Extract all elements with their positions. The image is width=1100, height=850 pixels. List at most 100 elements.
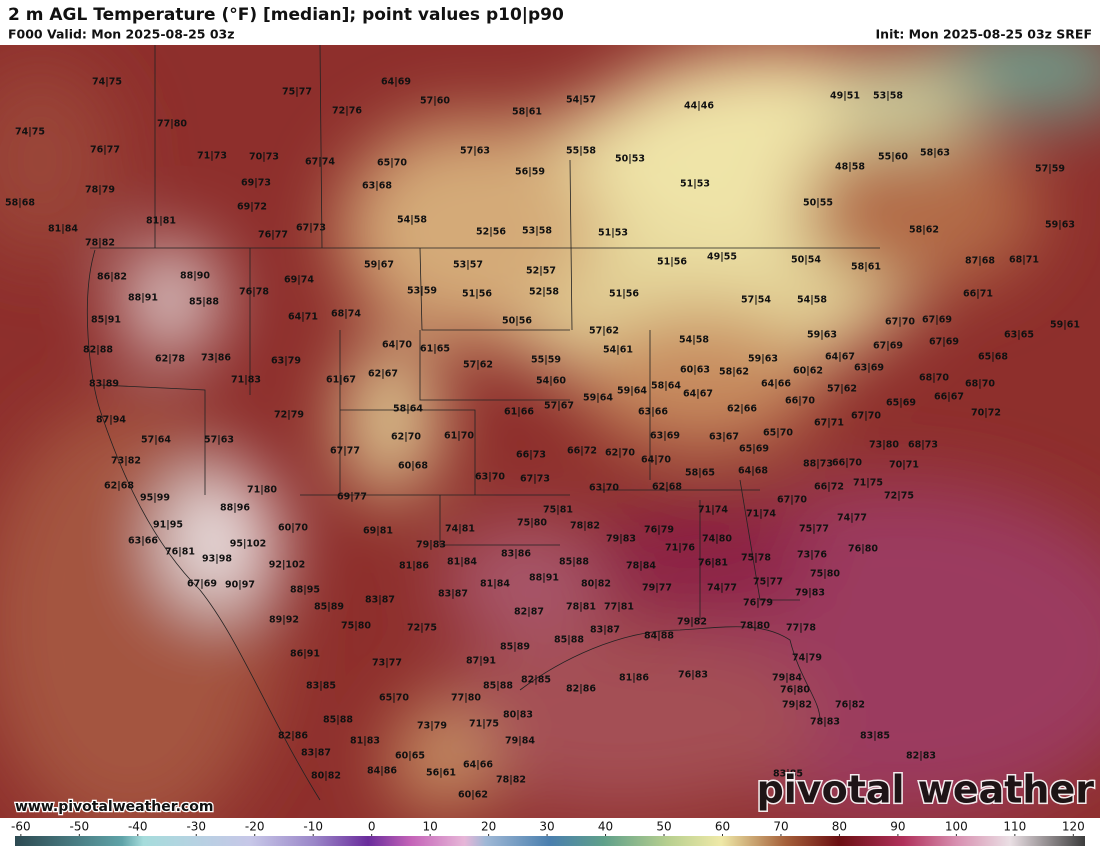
point-value: 62|70 bbox=[605, 448, 635, 459]
point-value: 74|80 bbox=[702, 534, 732, 545]
point-value: 67|73 bbox=[296, 223, 326, 234]
point-value: 82|85 bbox=[521, 675, 551, 686]
point-value: 73|86 bbox=[201, 353, 231, 364]
watermark-logo: pivotal weather bbox=[757, 768, 1095, 812]
point-value: 64|67 bbox=[683, 389, 713, 400]
point-value: 65|69 bbox=[886, 398, 916, 409]
point-value: 58|68 bbox=[5, 198, 35, 209]
point-value: 63|70 bbox=[475, 472, 505, 483]
point-value: 57|59 bbox=[1035, 164, 1065, 175]
point-value: 56|61 bbox=[426, 768, 456, 779]
point-value: 83|86 bbox=[501, 549, 531, 560]
point-value: 82|86 bbox=[566, 684, 596, 695]
point-value: 88|90 bbox=[180, 271, 210, 282]
point-value: 83|85 bbox=[773, 769, 803, 780]
point-value: 48|58 bbox=[835, 162, 865, 173]
point-value: 95|102 bbox=[230, 539, 267, 550]
colorbar-tick-label: 110 bbox=[1003, 820, 1026, 834]
point-value: 78|84 bbox=[626, 561, 656, 572]
point-value: 81|84 bbox=[48, 224, 78, 235]
point-value: 93|98 bbox=[202, 554, 232, 565]
colorbar-tick-label: 100 bbox=[945, 820, 968, 834]
point-value: 85|89 bbox=[500, 642, 530, 653]
point-value: 72|79 bbox=[274, 410, 304, 421]
point-value: 77|78 bbox=[786, 623, 816, 634]
boundaries bbox=[86, 45, 880, 801]
point-value: 54|60 bbox=[536, 376, 566, 387]
point-value: 64|71 bbox=[288, 312, 318, 323]
point-value: 67|69 bbox=[929, 337, 959, 348]
point-value: 74|79 bbox=[792, 653, 822, 664]
point-value: 71|83 bbox=[231, 375, 261, 386]
point-value: 66|70 bbox=[832, 458, 862, 469]
point-values: 74|75 74|75 76|77 77|80 75|77 72|76 64|69 57|60… bbox=[5, 77, 1080, 801]
point-value: 64|66 bbox=[463, 760, 493, 771]
point-value: 78|80 bbox=[740, 621, 770, 632]
point-value: 63|68 bbox=[362, 181, 392, 192]
point-value: 54|58 bbox=[397, 215, 427, 226]
point-value: 95|99 bbox=[140, 493, 170, 504]
point-value: 67|77 bbox=[330, 446, 360, 457]
point-value: 73|79 bbox=[417, 721, 447, 732]
point-value: 59|67 bbox=[364, 260, 394, 271]
point-value: 69|74 bbox=[284, 275, 314, 286]
title: 2 m AGL Temperature (°F) [median]; point… bbox=[8, 5, 564, 25]
point-value: 71|75 bbox=[469, 719, 499, 730]
point-value: 79|82 bbox=[677, 617, 707, 628]
point-value: 54|58 bbox=[679, 335, 709, 346]
point-value: 57|62 bbox=[589, 326, 619, 337]
point-value: 50|56 bbox=[502, 316, 532, 327]
point-value: 76|77 bbox=[258, 230, 288, 241]
point-value: 57|64 bbox=[141, 435, 171, 446]
colorbar-tick-label: -40 bbox=[128, 820, 148, 834]
point-value: 76|81 bbox=[165, 547, 195, 558]
point-value: 65|70 bbox=[377, 158, 407, 169]
point-value: 74|81 bbox=[445, 524, 475, 535]
point-value: 58|65 bbox=[685, 468, 715, 479]
point-value: 88|95 bbox=[290, 585, 320, 596]
point-value: 57|63 bbox=[204, 435, 234, 446]
point-value: 60|68 bbox=[398, 461, 428, 472]
point-value: 51|56 bbox=[657, 257, 687, 268]
point-value: 79|84 bbox=[505, 736, 535, 747]
point-value: 63|67 bbox=[709, 432, 739, 443]
colorbar-tick-label: -60 bbox=[11, 820, 31, 834]
point-value: 77|80 bbox=[157, 119, 187, 130]
point-value: 58|63 bbox=[920, 148, 950, 159]
point-value: 57|63 bbox=[460, 146, 490, 157]
point-value: 54|58 bbox=[797, 295, 827, 306]
point-value: 60|70 bbox=[278, 523, 308, 534]
point-value: 57|54 bbox=[741, 295, 771, 306]
watermark-url: www.pivotalweather.com bbox=[15, 799, 214, 815]
point-value: 86|82 bbox=[97, 272, 127, 283]
point-value: 49|51 bbox=[830, 91, 860, 102]
point-value: 69|77 bbox=[337, 492, 367, 503]
point-value: 85|88 bbox=[323, 715, 353, 726]
point-value: 68|70 bbox=[919, 373, 949, 384]
point-value: 76|80 bbox=[848, 544, 878, 555]
point-value: 78|79 bbox=[85, 185, 115, 196]
point-value: 74|77 bbox=[707, 583, 737, 594]
point-value: 80|83 bbox=[503, 710, 533, 721]
point-value: 51|53 bbox=[680, 179, 710, 190]
point-value: 78|81 bbox=[566, 602, 596, 613]
point-value: 69|73 bbox=[241, 178, 271, 189]
point-value: 86|91 bbox=[290, 649, 320, 660]
point-value: 54|61 bbox=[603, 345, 633, 356]
point-value: 68|74 bbox=[331, 309, 361, 320]
colorbar-tick-label: 120 bbox=[1062, 820, 1085, 834]
point-value: 70|72 bbox=[971, 408, 1001, 419]
point-value: 65|70 bbox=[379, 693, 409, 704]
point-value: 85|88 bbox=[189, 297, 219, 308]
point-value: 75|81 bbox=[543, 505, 573, 516]
point-value: 83|87 bbox=[365, 595, 395, 606]
point-value: 63|69 bbox=[854, 363, 884, 374]
point-value: 61|70 bbox=[444, 431, 474, 442]
point-value: 52|57 bbox=[526, 266, 556, 277]
point-value: 52|58 bbox=[529, 287, 559, 298]
point-value: 65|69 bbox=[739, 444, 769, 455]
point-value: 84|86 bbox=[367, 766, 397, 777]
point-value: 61|67 bbox=[326, 375, 356, 386]
point-value: 58|61 bbox=[851, 262, 881, 273]
point-value: 59|61 bbox=[1050, 320, 1080, 331]
